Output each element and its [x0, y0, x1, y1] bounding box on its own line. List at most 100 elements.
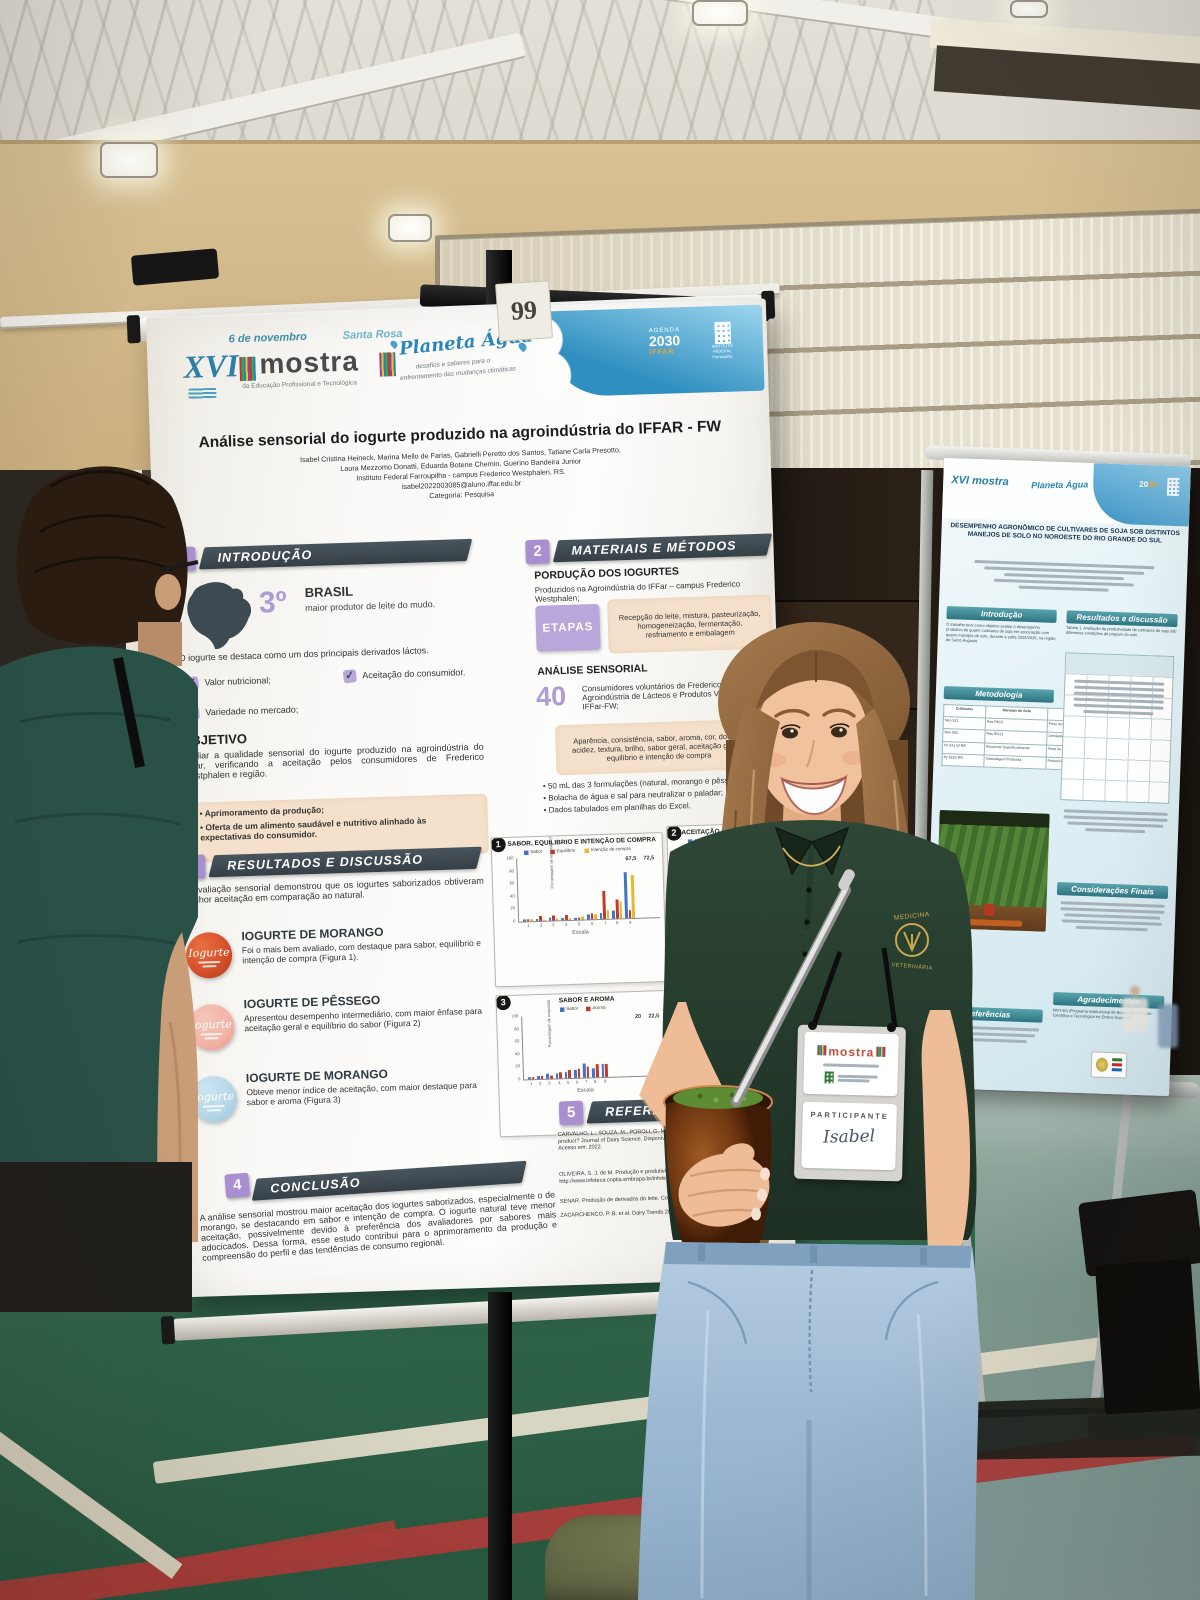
x-tick: 3 — [548, 1081, 551, 1086]
bar — [537, 1075, 540, 1080]
bar-group: 3 — [547, 857, 559, 928]
agenda-logo-small: 2030 — [1139, 479, 1158, 490]
brazil-map-icon — [187, 582, 252, 649]
ceiling-lamp — [1010, 0, 1048, 18]
forty-number: 40 — [535, 680, 567, 712]
if-logo-small — [1166, 477, 1180, 497]
poster2-results-table — [1060, 652, 1175, 804]
agenda-org: IFFAR — [649, 348, 675, 357]
y-tick: 40 — [514, 1052, 520, 1057]
country-label: BRASIL — [304, 583, 354, 601]
bar — [549, 1075, 553, 1079]
section1-header: INTRODUÇÃO — [198, 538, 473, 570]
jeans-fly — [808, 1269, 814, 1393]
bar — [574, 918, 577, 920]
logo-roman: XVI mostra — [951, 474, 1009, 489]
poster-iogurte: 6 de novembro Santa Rosa XVI mostra da E… — [146, 298, 797, 1298]
x-tick: 3 — [552, 923, 555, 928]
black-case — [1094, 1258, 1200, 1416]
y-tick: 100 — [511, 1014, 519, 1019]
poster2-results-text — [1059, 806, 1171, 837]
x-tick: 4 — [565, 922, 568, 928]
straw-mouthpiece — [838, 869, 855, 891]
check-item: ✓Variedade no mercado; — [185, 703, 298, 721]
logo-barcode — [239, 356, 257, 382]
man-bystander — [0, 466, 199, 1312]
poster2-section-resultados: Resultados e discussão — [1066, 610, 1178, 628]
y-tick: 80 — [514, 1027, 519, 1032]
country-sub: maior produtor de leite do mudo. — [305, 599, 436, 614]
bar-group: 3 — [544, 1016, 553, 1086]
woman-necklace — [782, 845, 841, 867]
bar — [564, 1071, 568, 1079]
badge-cord — [881, 947, 899, 1035]
poster2-consideracoes-text — [1056, 898, 1168, 935]
belt-loop — [920, 1248, 927, 1265]
bar — [530, 919, 533, 922]
badge-name-card: PARTICIPANTE Isabel — [801, 1101, 897, 1171]
badge-logo-card: mostra — [803, 1031, 899, 1097]
woman-eyebrow — [774, 708, 810, 718]
y-tick: 20 — [515, 1064, 521, 1070]
bar — [568, 918, 572, 921]
section2-number: 2 — [525, 539, 550, 565]
jeans-pocket — [884, 1280, 939, 1341]
bar — [573, 1069, 577, 1078]
bar — [568, 1070, 572, 1079]
crest-text-top: MEDICINA — [894, 911, 930, 922]
x-tick: 1 — [530, 1082, 533, 1087]
badge-brand: mostra — [828, 1044, 875, 1060]
man-lanyard — [113, 657, 145, 768]
if-logo-mini — [824, 1071, 834, 1084]
bar — [539, 916, 543, 921]
bar — [552, 915, 555, 921]
y-tick: 100 — [506, 856, 514, 862]
planeta-agua-logo-small: Planeta Água — [1031, 479, 1088, 490]
mostra-stripes-icon — [876, 1046, 886, 1057]
section4-number: 4 — [224, 1172, 251, 1199]
bar-group: 2 — [535, 1016, 544, 1086]
woman-smile — [780, 774, 848, 816]
bar — [555, 1073, 559, 1079]
stand1-pole-bottom — [488, 1292, 512, 1600]
check-icon: ✓ — [342, 669, 357, 684]
woman-hairline — [755, 650, 874, 712]
bar — [543, 920, 546, 921]
mostra-logo-name: mostra — [259, 345, 360, 380]
shirt-crest: MEDICINA VETERINÁRIA — [891, 911, 933, 972]
event-date: 6 de novembro — [228, 330, 308, 346]
woman-arm-right — [921, 1010, 970, 1258]
theme-label: Planeta Água — [1031, 479, 1089, 491]
bar — [564, 915, 568, 921]
sponsor-logo-chip — [1090, 1051, 1128, 1079]
legend-item: Sabor — [560, 1006, 579, 1012]
badge-role: PARTICIPANTE — [810, 1109, 889, 1122]
methods-sub1: PORDUÇÃO DOS IOGURTES — [534, 565, 680, 582]
check-item: ✓ Aceitação do consumidor. — [342, 667, 466, 684]
bar-group: 5 — [563, 1015, 572, 1085]
belt-loop — [698, 1244, 705, 1261]
x-tick: 4 — [557, 1081, 561, 1086]
objective-text: Avaliar a qualidade sensorial do iogurte… — [181, 741, 485, 782]
rank-number: 3º — [258, 585, 288, 620]
crest-text-bottom: VETERINÁRIA — [891, 961, 933, 972]
bar-group: 1 — [526, 1016, 535, 1086]
x-tick: 5 — [566, 1080, 570, 1086]
y-tick: 60 — [514, 1039, 520, 1045]
bar-group: 4 — [554, 1015, 562, 1086]
bar — [523, 919, 526, 922]
y-tick: 80 — [509, 869, 514, 874]
bar-group: 4 — [559, 857, 572, 927]
poster2-tabela-caption: Tabela 1. Avaliação da produtividade de … — [1065, 625, 1177, 638]
man-shirt — [0, 646, 198, 1162]
polo-collar — [810, 826, 850, 876]
mostra-logo-roman: XVI — [182, 347, 240, 385]
woman-nose — [806, 739, 815, 768]
poster2-title: DESEMPENHO AGRONÔMICO DE CULTIVARES DE S… — [950, 522, 1180, 545]
section2-header: MATERIAIS E MÉTODOS — [552, 533, 773, 563]
participant-badge: mostra PARTICIPANTE Isabel — [794, 1024, 906, 1182]
y-tick: 60 — [509, 881, 515, 887]
woman-eyebrow — [822, 708, 856, 718]
man-glasses-temple — [159, 560, 199, 572]
